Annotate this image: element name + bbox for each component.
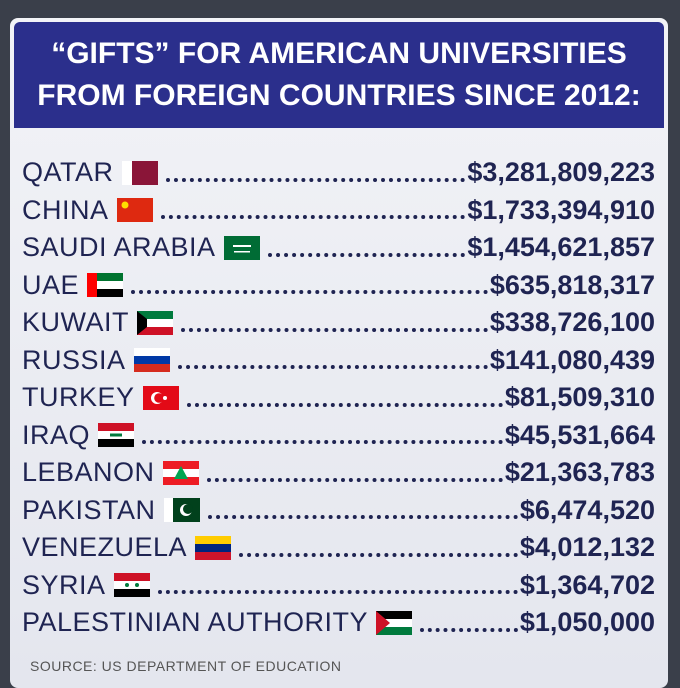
rows: QATAR $3,281,809,223 CHINA $1,733,394,910 SA… (22, 154, 655, 642)
amount: $338,726,100 (489, 307, 655, 338)
dot-leader (131, 290, 488, 295)
dot-leader (142, 440, 503, 445)
row: QATAR $3,281,809,223 (22, 154, 655, 192)
country: UAE (22, 269, 80, 300)
row: LEBANON $21,363,783 (22, 454, 655, 492)
flag (163, 498, 200, 523)
flag (195, 535, 232, 560)
flag (137, 310, 173, 335)
country: IRAQ (22, 419, 91, 450)
flag (98, 423, 135, 448)
flag (116, 198, 153, 223)
amount: $1,733,394,910 (467, 194, 655, 225)
country: VENEZUELA (22, 532, 188, 563)
dot-leader (177, 365, 488, 370)
flag (121, 160, 158, 185)
row: PALESTINIAN AUTHORITY $1,050,000 (22, 604, 655, 642)
title-line: “GIFTS” FOR AMERICAN UNIVERSITIES (51, 37, 627, 70)
country: CHINA (22, 194, 109, 225)
header: “GIFTS” FOR AMERICAN UNIVERSITIES FROM F… (14, 22, 664, 128)
amount: $4,012,132 (519, 532, 655, 563)
amount: $1,454,621,857 (467, 232, 655, 263)
dot-leader (207, 515, 518, 520)
flag (223, 235, 260, 260)
row: KUWAIT $338,726,100 (22, 304, 655, 342)
flag (162, 460, 199, 485)
row: SYRIA $1,364,702 (22, 567, 655, 605)
amount: $141,080,439 (489, 344, 655, 375)
row: IRAQ $45,531,664 (22, 417, 655, 455)
country: LEBANON (22, 457, 155, 488)
dot-leader (186, 402, 503, 407)
row: SAUDI ARABIA $1,454,621,857 (22, 229, 655, 267)
panel: “GIFTS” FOR AMERICAN UNIVERSITIES FROM F… (10, 18, 668, 688)
amount: $1,050,000 (519, 607, 655, 638)
dot-leader (267, 252, 466, 257)
row: RUSSIA $141,080,439 (22, 342, 655, 380)
dot-leader (157, 590, 518, 595)
flag (113, 573, 150, 598)
country: TURKEY (22, 382, 135, 413)
row: CHINA $1,733,394,910 (22, 192, 655, 230)
amount: $635,818,317 (489, 269, 655, 300)
row: VENEZUELA $4,012,132 (22, 529, 655, 567)
page: “GIFTS” FOR AMERICAN UNIVERSITIES FROM F… (10, 18, 668, 688)
amount: $81,509,310 (504, 382, 655, 413)
source: SOURCE: US DEPARTMENT OF EDUCATION (30, 658, 342, 674)
flag (87, 273, 124, 298)
amount: $1,364,702 (519, 569, 655, 600)
dot-leader (160, 215, 466, 220)
row: UAE $635,818,317 (22, 267, 655, 305)
dot-leader (420, 627, 518, 632)
country: RUSSIA (22, 344, 126, 375)
row: TURKEY $81,509,310 (22, 379, 655, 417)
row: PAKISTAN $6,474,520 (22, 492, 655, 530)
dot-leader (165, 177, 466, 182)
amount: $3,281,809,223 (467, 157, 655, 188)
flag (376, 610, 413, 635)
amount: $45,531,664 (504, 419, 655, 450)
flag (142, 385, 179, 410)
country: KUWAIT (22, 307, 129, 338)
dot-leader (181, 327, 488, 332)
amount: $21,363,783 (504, 457, 655, 488)
country: QATAR (22, 157, 114, 188)
country: SAUDI ARABIA (22, 232, 216, 263)
country: PALESTINIAN AUTHORITY (22, 607, 369, 638)
amount: $6,474,520 (519, 494, 655, 525)
country: PAKISTAN (22, 494, 156, 525)
country: SYRIA (22, 569, 106, 600)
title-line: FROM FOREIGN COUNTRIES SINCE 2012: (37, 79, 641, 112)
dot-leader (239, 552, 518, 557)
flag (133, 348, 170, 373)
dot-leader (206, 477, 503, 482)
